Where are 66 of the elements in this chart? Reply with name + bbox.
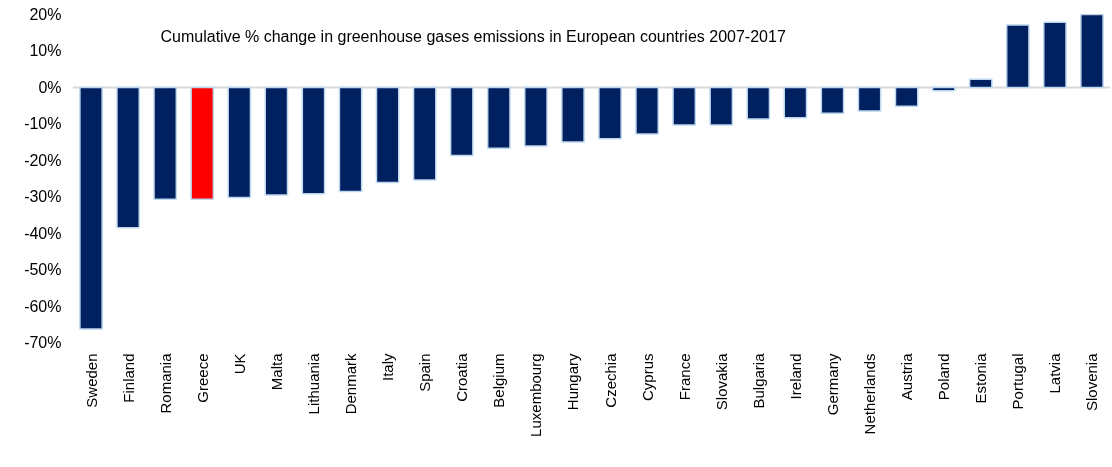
x-tick-label: Luxembourg: [527, 353, 545, 437]
x-tick-label: Poland: [935, 353, 953, 401]
y-tick-label: -30%: [24, 188, 62, 206]
bar: [190, 86, 215, 201]
bar: [598, 86, 622, 140]
bar: [709, 86, 734, 126]
x-tick-label: Italy: [379, 353, 397, 382]
x-tick-label: Bulgaria: [749, 352, 767, 409]
x-tick-label: Cyprus: [638, 353, 656, 402]
x-tick-label: France: [675, 353, 693, 401]
bar: [783, 86, 808, 119]
y-tick-label: -20%: [24, 151, 62, 169]
x-tick-label: Latvia: [1046, 352, 1064, 394]
bar: [412, 86, 437, 181]
bar: [894, 86, 919, 108]
bar: [524, 86, 548, 147]
bar: [635, 86, 659, 135]
bar: [820, 86, 845, 115]
x-tick-label: Hungary: [564, 353, 582, 411]
y-tick-label: -10%: [24, 115, 62, 133]
bar: [1080, 14, 1104, 89]
y-tick-label: 10%: [29, 42, 62, 60]
x-tick-label: Lithuania: [304, 352, 322, 415]
x-tick-label: Malta: [267, 352, 285, 391]
bar: [486, 86, 511, 149]
bar: [968, 78, 993, 89]
x-tick-label: Finland: [119, 353, 137, 403]
y-tick-label: -40%: [24, 224, 62, 242]
x-tick-label: Sweden: [82, 353, 100, 408]
x-tick-label: Netherlands: [861, 353, 879, 435]
x-tick-label: Austria: [898, 352, 916, 401]
x-tick-label: Slovenia: [1083, 352, 1101, 412]
x-tick-label: Germany: [823, 353, 841, 416]
y-tick-label: -60%: [24, 297, 62, 315]
bar: [1005, 24, 1030, 89]
bar: [746, 86, 771, 120]
x-tick-label: Czechia: [601, 352, 619, 408]
bar: [1043, 21, 1067, 89]
x-tick-label: Greece: [193, 353, 211, 403]
y-tick-label: 20%: [29, 6, 62, 23]
bar: [301, 86, 326, 195]
bar: [561, 86, 585, 143]
bar: [672, 86, 697, 126]
x-tick-label: Romania: [156, 352, 174, 414]
text: Cumulative % change in greenhouse gases emissions in European countries 2007-2017: [160, 28, 786, 45]
bar: [449, 86, 474, 157]
bar: [227, 86, 252, 199]
x-tick-label: Denmark: [342, 353, 360, 415]
y-tick-label: 0%: [38, 78, 62, 96]
x-tick-label: Spain: [416, 353, 434, 392]
y-tick-label: -70%: [24, 334, 62, 351]
bar: [857, 86, 882, 112]
x-tick-label: Belgium: [490, 353, 508, 408]
x-tick-label: Ireland: [786, 353, 804, 400]
bar: [375, 86, 400, 184]
x-tick-label: Portugal: [1009, 353, 1027, 410]
bar: [264, 86, 289, 196]
x-tick-label: Estonia: [972, 352, 990, 404]
bar: [338, 86, 363, 193]
y-tick-label: -50%: [24, 261, 62, 279]
bar: [153, 86, 178, 201]
bar: [79, 86, 103, 330]
x-tick-label: UK: [230, 353, 248, 375]
x-tick-label: Croatia: [453, 352, 471, 402]
x-tick-label: Slovakia: [712, 352, 730, 411]
bar: [116, 86, 140, 229]
